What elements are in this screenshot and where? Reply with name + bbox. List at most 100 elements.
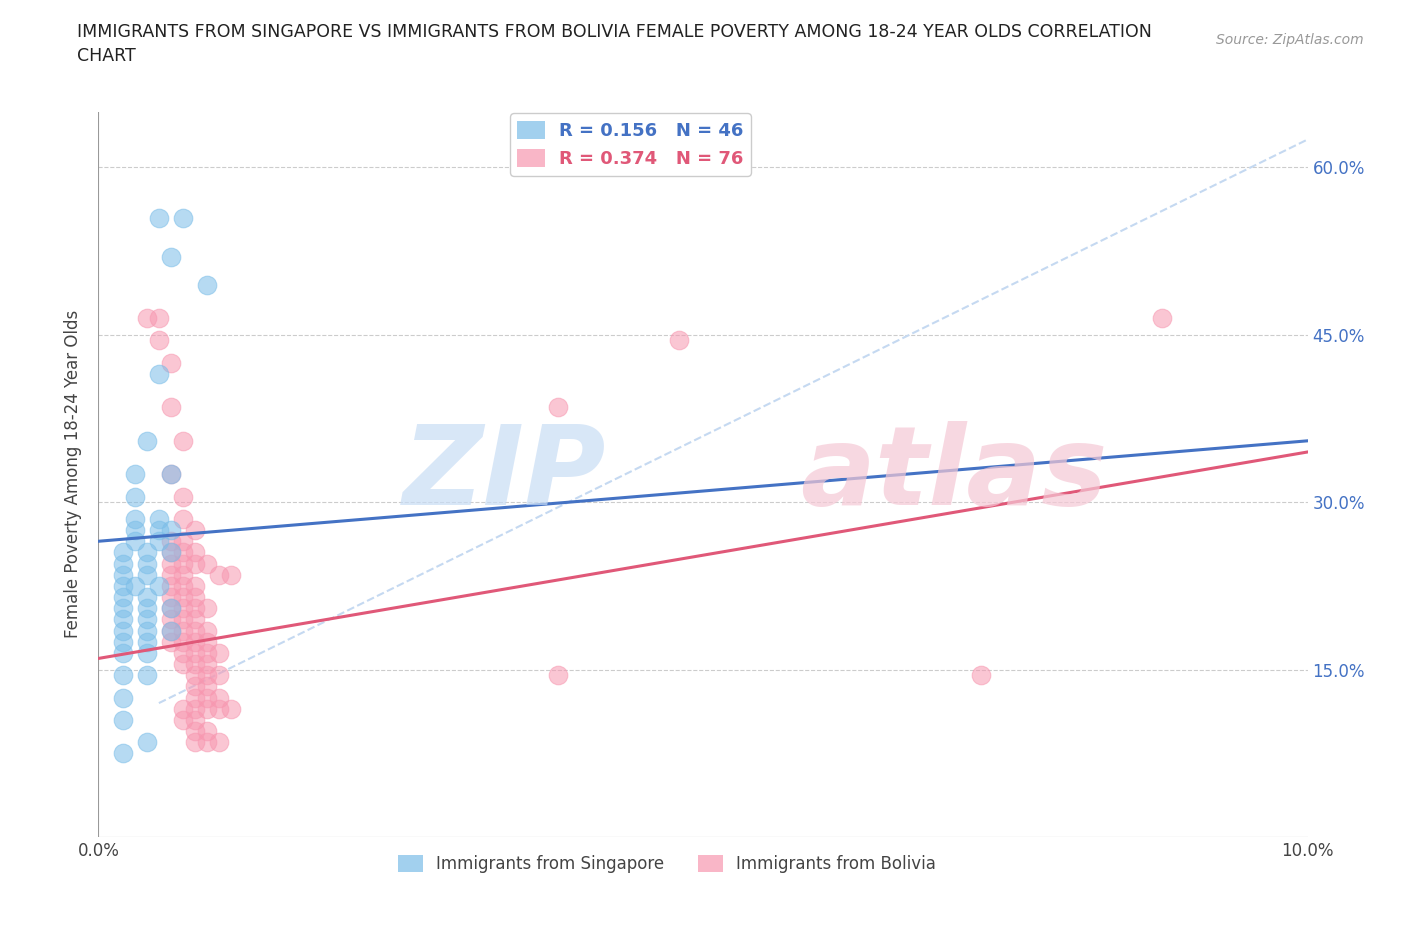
Point — [148, 210, 170, 225]
Point — [111, 746, 134, 761]
Point — [184, 668, 207, 683]
Point — [184, 701, 207, 716]
Point — [1152, 311, 1174, 325]
Point — [135, 545, 157, 560]
Point — [135, 433, 157, 448]
Point — [111, 690, 134, 705]
Point — [148, 523, 170, 538]
Point — [135, 601, 157, 616]
Point — [160, 467, 183, 482]
Y-axis label: Female Poverty Among 18-24 Year Olds: Female Poverty Among 18-24 Year Olds — [65, 311, 83, 638]
Point — [172, 556, 194, 571]
Point — [160, 523, 183, 538]
Point — [221, 567, 243, 582]
Legend: Immigrants from Singapore, Immigrants from Bolivia: Immigrants from Singapore, Immigrants fr… — [391, 848, 942, 880]
Point — [184, 601, 207, 616]
Point — [208, 645, 231, 660]
Point — [148, 512, 170, 526]
Point — [111, 601, 134, 616]
Point — [135, 556, 157, 571]
Point — [148, 333, 170, 348]
Point — [668, 333, 690, 348]
Point — [172, 545, 194, 560]
Point — [172, 433, 194, 448]
Point — [195, 701, 218, 716]
Point — [172, 657, 194, 671]
Point — [172, 578, 194, 593]
Point — [160, 612, 183, 627]
Point — [195, 601, 218, 616]
Point — [184, 578, 207, 593]
Point — [184, 735, 207, 750]
Point — [208, 701, 231, 716]
Point — [160, 556, 183, 571]
Point — [160, 567, 183, 582]
Point — [195, 634, 218, 649]
Point — [184, 634, 207, 649]
Point — [135, 735, 157, 750]
Point — [148, 578, 170, 593]
Point — [124, 512, 146, 526]
Point — [547, 668, 569, 683]
Point — [970, 668, 993, 683]
Point — [172, 590, 194, 604]
Point — [195, 668, 218, 683]
Point — [160, 467, 183, 482]
Point — [135, 567, 157, 582]
Point — [135, 311, 157, 325]
Point — [208, 668, 231, 683]
Point — [111, 623, 134, 638]
Point — [172, 634, 194, 649]
Point — [111, 634, 134, 649]
Point — [160, 249, 183, 264]
Point — [160, 545, 183, 560]
Point — [160, 634, 183, 649]
Point — [160, 601, 183, 616]
Text: ZIP: ZIP — [402, 420, 606, 528]
Point — [172, 534, 194, 549]
Point — [184, 645, 207, 660]
Point — [160, 590, 183, 604]
Text: Source: ZipAtlas.com: Source: ZipAtlas.com — [1216, 33, 1364, 46]
Point — [195, 645, 218, 660]
Point — [195, 724, 218, 738]
Point — [111, 590, 134, 604]
Text: IMMIGRANTS FROM SINGAPORE VS IMMIGRANTS FROM BOLIVIA FEMALE POVERTY AMONG 18-24 : IMMIGRANTS FROM SINGAPORE VS IMMIGRANTS … — [77, 23, 1152, 65]
Point — [195, 735, 218, 750]
Point — [195, 277, 218, 292]
Point — [184, 523, 207, 538]
Point — [135, 623, 157, 638]
Point — [195, 690, 218, 705]
Point — [111, 612, 134, 627]
Point — [160, 601, 183, 616]
Point — [184, 623, 207, 638]
Point — [172, 512, 194, 526]
Point — [124, 578, 146, 593]
Point — [124, 534, 146, 549]
Point — [172, 645, 194, 660]
Point — [111, 567, 134, 582]
Point — [172, 623, 194, 638]
Point — [184, 545, 207, 560]
Point — [195, 679, 218, 694]
Point — [111, 645, 134, 660]
Point — [172, 567, 194, 582]
Point — [184, 712, 207, 727]
Point — [111, 578, 134, 593]
Point — [160, 623, 183, 638]
Point — [148, 366, 170, 381]
Point — [208, 567, 231, 582]
Point — [124, 523, 146, 538]
Point — [160, 545, 183, 560]
Point — [184, 724, 207, 738]
Point — [111, 712, 134, 727]
Point — [124, 467, 146, 482]
Point — [148, 534, 170, 549]
Point — [135, 612, 157, 627]
Point — [124, 489, 146, 504]
Point — [195, 657, 218, 671]
Point — [160, 400, 183, 415]
Point — [547, 400, 569, 415]
Point — [172, 701, 194, 716]
Point — [160, 355, 183, 370]
